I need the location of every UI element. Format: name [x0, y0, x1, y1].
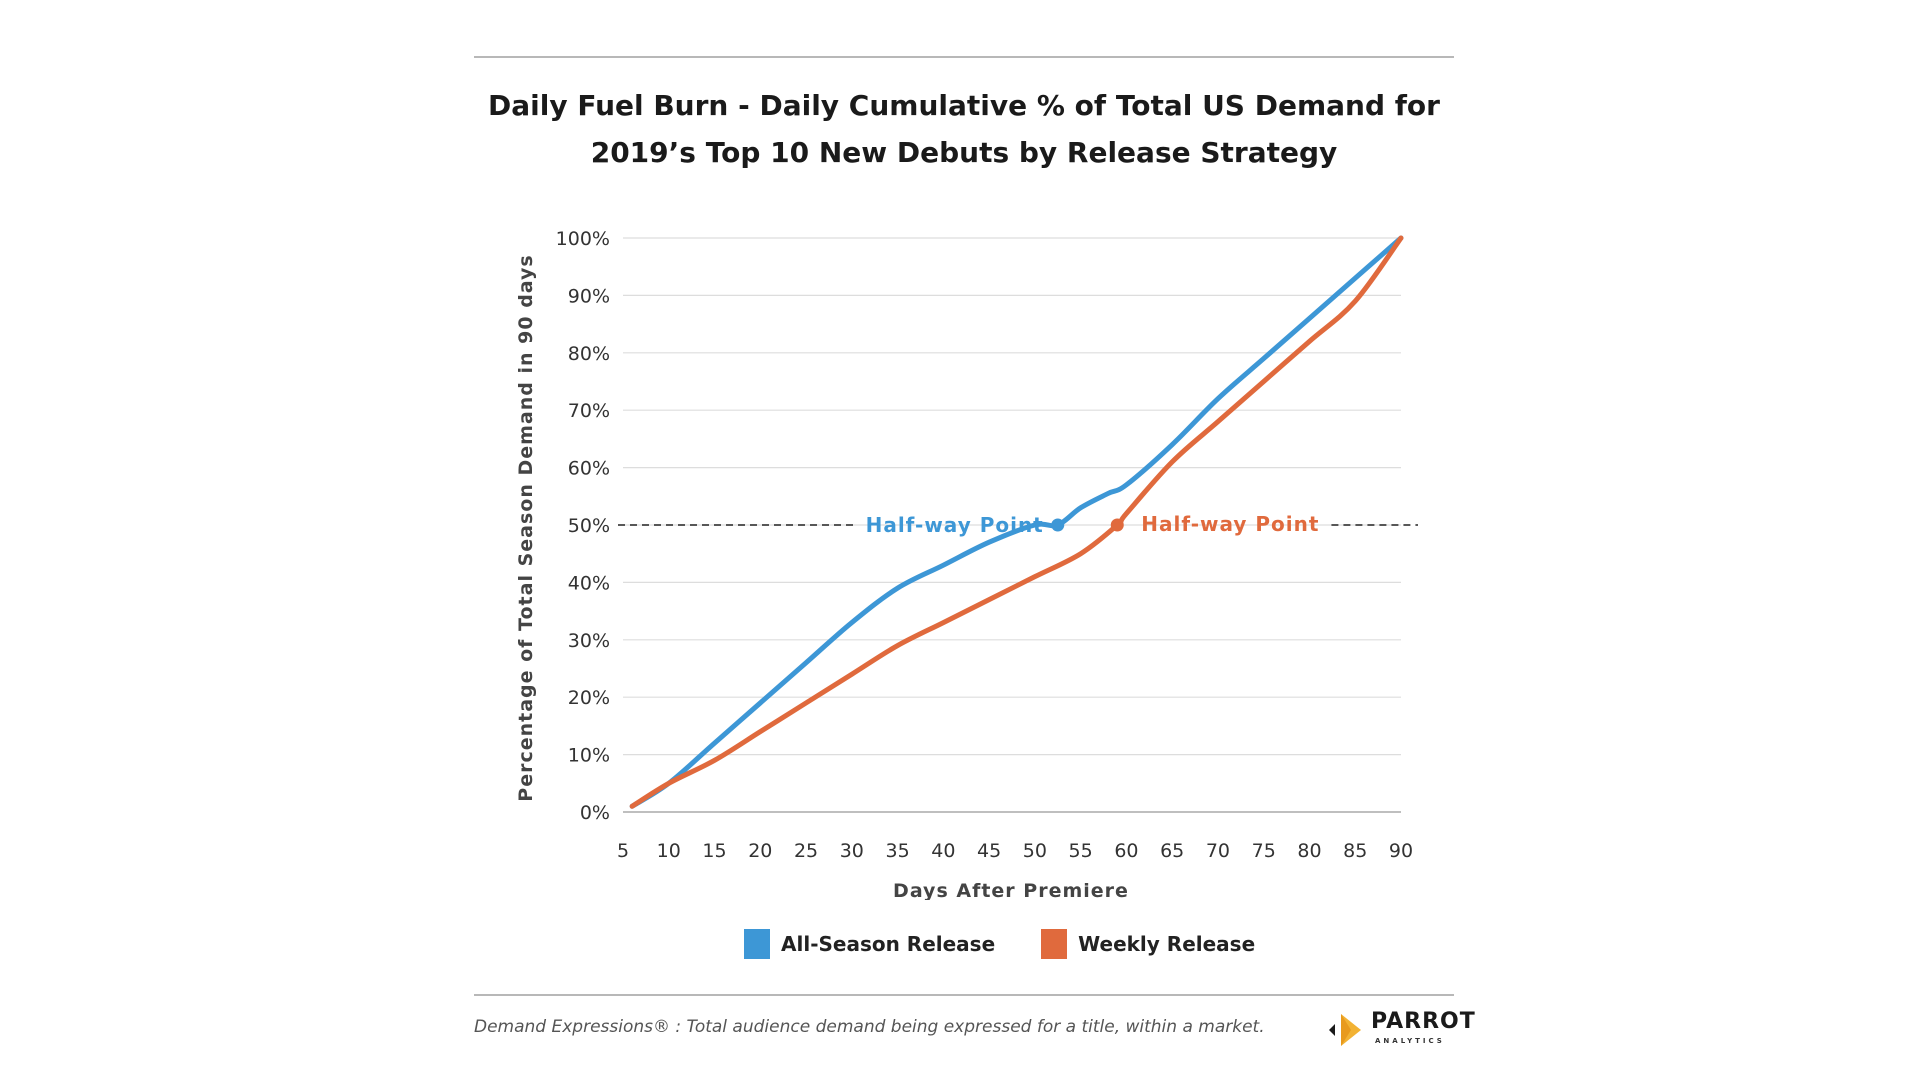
footnote: Demand Expressions® : Total audience dem… [474, 1017, 1265, 1037]
chart-title: Daily Fuel Burn - Daily Cumulative % of … [474, 82, 1454, 176]
x-tick-label: 40 [931, 840, 955, 862]
x-tick-label: 70 [1206, 840, 1230, 862]
x-axis-ticks: 5 10 15 20 25 30 35 40 45 50 55 60 65 70 75 80 85 90 [617, 840, 1413, 862]
annotations: Half-way Point Half-way Point [866, 512, 1319, 537]
parrot-logo-icon [1329, 1014, 1361, 1046]
chart-title-line-2: 2019’s Top 10 New Debuts by Release Stra… [590, 136, 1338, 169]
legend-swatch-all-season [744, 929, 770, 959]
y-tick-label: 80% [568, 343, 610, 365]
logo-wordmark: PARROT [1371, 1009, 1476, 1034]
x-tick-label: 50 [1023, 840, 1047, 862]
y-tick-label: 100% [556, 228, 610, 250]
top-divider [474, 56, 1454, 58]
y-tick-label: 50% [568, 515, 610, 537]
bottom-divider [474, 994, 1454, 996]
y-tick-label: 10% [568, 745, 610, 767]
annotation-all-season-halfway: Half-way Point [866, 513, 1044, 537]
x-tick-label: 10 [657, 840, 681, 862]
series-line-all-season-release [629, 235, 1404, 809]
x-tick-label: 55 [1069, 840, 1093, 862]
y-tick-label: 60% [568, 458, 610, 480]
x-tick-label: 75 [1252, 840, 1276, 862]
annotation-weekly-halfway: Half-way Point [1141, 512, 1319, 536]
parrot-analytics-logo: PARROT ANALYTICS [1325, 1006, 1475, 1052]
series-lines [629, 235, 1404, 809]
legend-label-weekly: Weekly Release [1078, 932, 1256, 956]
halfway-point-marker [1110, 518, 1124, 532]
logo-subtext: ANALYTICS [1375, 1037, 1445, 1045]
legend-item-all-season: All-Season Release [744, 929, 995, 959]
legend: All-Season Release Weekly Release [744, 929, 1301, 959]
x-tick-label: 90 [1389, 840, 1413, 862]
chart-title-line-1: Daily Fuel Burn - Daily Cumulative % of … [488, 89, 1440, 122]
y-tick-label: 30% [568, 630, 610, 652]
x-tick-label: 45 [977, 840, 1001, 862]
y-tick-label: 40% [568, 572, 610, 594]
x-tick-label: 30 [840, 840, 864, 862]
y-tick-label: 90% [568, 285, 610, 307]
y-axis-ticks: 0% 10% 20% 30% 40% 50% 60% 70% 80% 90% 100% [556, 228, 610, 824]
x-tick-label: 35 [885, 840, 909, 862]
halfway-point-marker [1051, 518, 1065, 532]
x-tick-label: 5 [617, 840, 629, 862]
x-tick-label: 20 [748, 840, 772, 862]
line-chart: 0% 10% 20% 30% 40% 50% 60% 70% 80% 90% 100% 5 10 15 2… [515, 228, 1418, 900]
y-tick-label: 70% [568, 400, 610, 422]
y-tick-label: 20% [568, 687, 610, 709]
legend-label-all-season: All-Season Release [781, 932, 996, 956]
x-axis-label: Days After Premiere [893, 880, 1129, 900]
x-tick-label: 80 [1297, 840, 1321, 862]
x-tick-label: 60 [1114, 840, 1138, 862]
legend-swatch-weekly [1041, 929, 1068, 959]
x-tick-label: 15 [702, 840, 726, 862]
y-axis-label: Percentage of Total Season Demand in 90 … [515, 254, 537, 801]
x-tick-label: 85 [1343, 840, 1367, 862]
x-tick-label: 25 [794, 840, 818, 862]
gridlines [623, 237, 1401, 813]
x-tick-label: 65 [1160, 840, 1184, 862]
series-line-weekly-release [629, 235, 1404, 809]
y-tick-label: 0% [580, 802, 610, 824]
legend-item-weekly: Weekly Release [1041, 929, 1255, 959]
